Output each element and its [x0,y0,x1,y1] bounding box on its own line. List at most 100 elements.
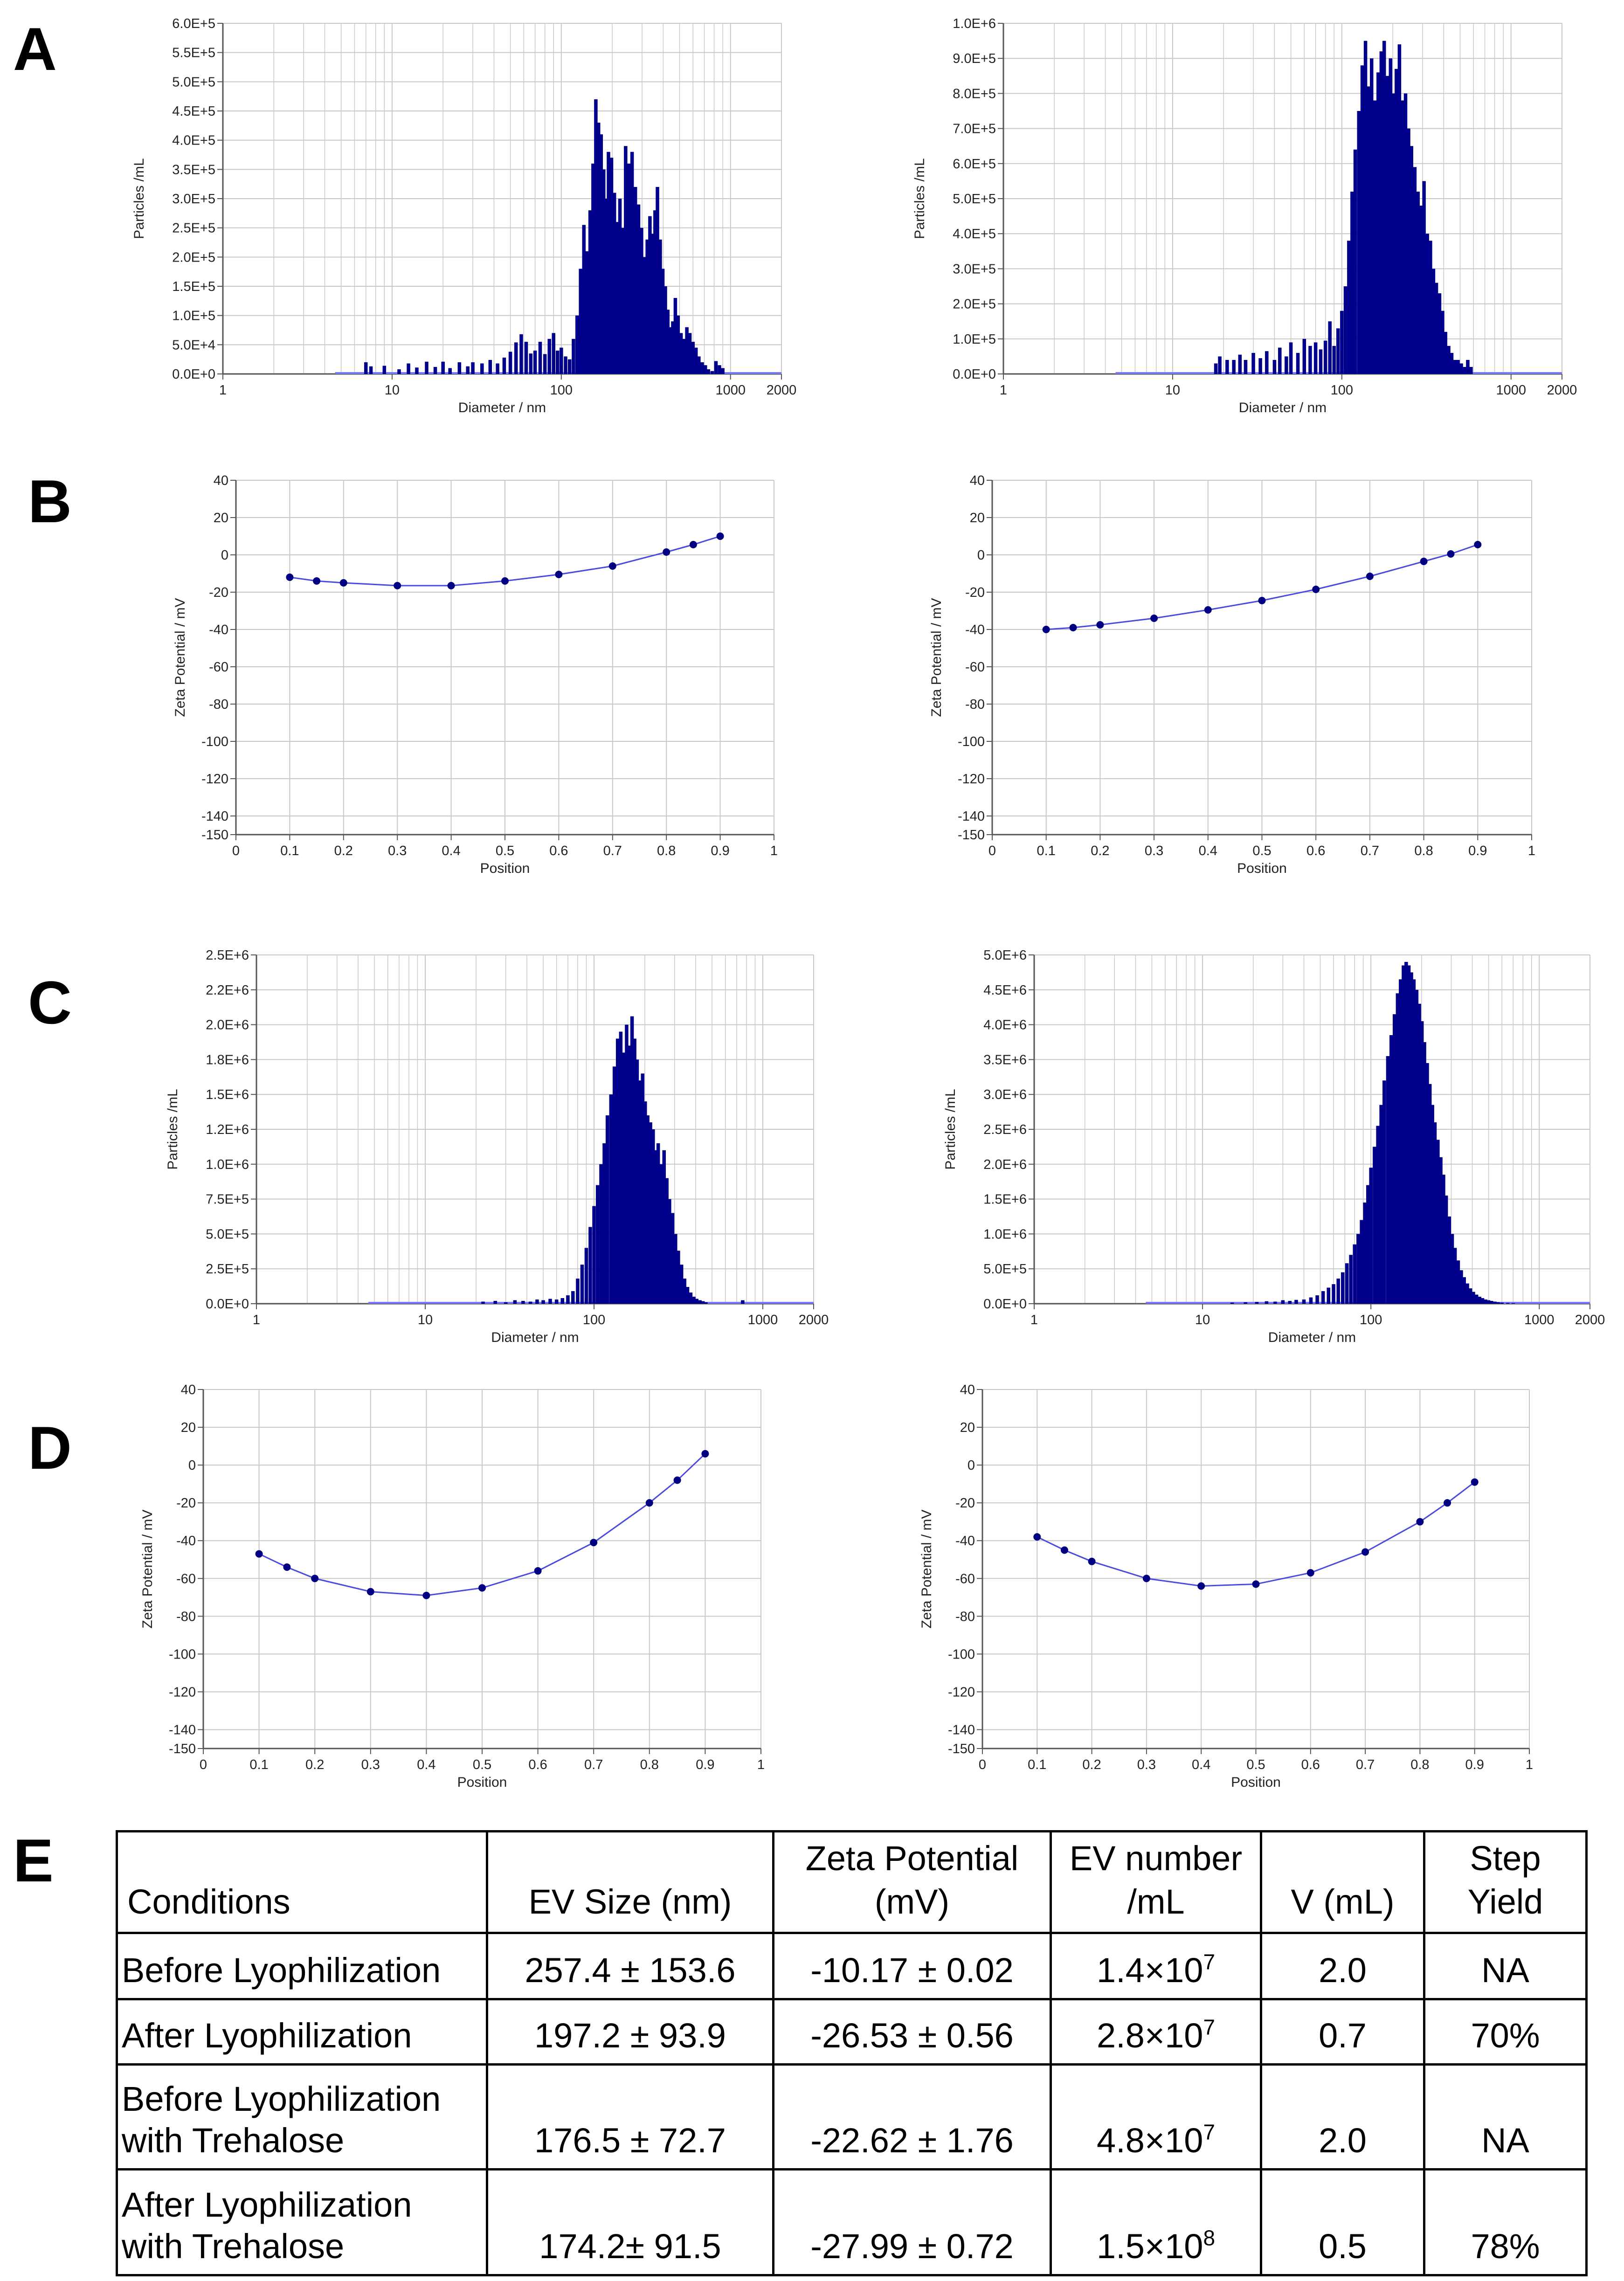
x-tick-label: 0.7 [603,843,622,858]
x-tick-label: 0.1 [1037,843,1056,858]
x-tick-label: 0.1 [1028,1757,1046,1772]
histogram-bar [1407,128,1410,374]
y-tick-label: 5.0E+5 [953,192,996,207]
histogram-bar [612,193,616,374]
histogram-bar [1373,100,1377,374]
histogram-bar [433,366,437,374]
x-tick-label: 2000 [799,1313,829,1327]
data-point [1197,1582,1205,1590]
histogram-bar [575,315,579,374]
x-tick-label: 0.5 [496,843,514,858]
data-point [1096,621,1104,629]
header-step-yield: Step Yield [1423,1830,1588,1934]
header-zeta-line2: (mV) [874,1882,950,1921]
histogram-bar [683,1279,687,1304]
y-tick-label: 1.8E+6 [206,1052,249,1067]
y-tick-label: 6.0E+5 [172,16,215,31]
y-tick-label: 8.0E+5 [953,86,996,101]
histogram-bar [1478,1297,1482,1304]
histogram-bar [493,1301,497,1304]
histogram-bar [1436,1140,1440,1304]
y-axis-label: Particles /mL [131,158,147,239]
header-zeta-line1: Zeta Potential [805,1839,1019,1878]
cell-volume: 0.5 [1260,2168,1425,2276]
y-tick-label: 20 [960,1420,975,1435]
histogram-bar [1389,1035,1393,1304]
data-point [1306,1569,1314,1577]
x-axis-label: Position [1237,861,1287,876]
y-tick-label: -140 [958,809,985,824]
histogram-bar [682,339,686,374]
histogram-bar [582,225,586,374]
histogram-bar [630,152,634,374]
histogram-bar [673,298,677,374]
histogram-bar [658,239,662,374]
histogram-bar [1319,349,1323,374]
x-tick-label: 0.2 [1082,1757,1101,1772]
histogram-bar [1429,241,1432,374]
histogram-bar [1308,346,1312,374]
ev-number-exponent: 8 [1203,2226,1215,2250]
histogram-bar [1456,1260,1460,1304]
data-point [1361,1548,1369,1556]
histogram-bar [571,1291,575,1304]
chart-b1: 40 20 0 -20 -40 -60 -80 -100 -120 -140 -150 0 0.1 0.2… [173,473,778,876]
histogram-bar [595,1185,600,1304]
data-point [689,541,697,548]
x-tick-label: 2000 [767,383,797,398]
y-tick-label: 1.0E+6 [983,1227,1027,1242]
y-tick-label: 2.5E+6 [206,948,249,963]
histogram-bar [706,369,711,374]
data-point [366,1588,374,1596]
histogram-bar [1431,269,1436,374]
histogram-bar [1474,1294,1479,1304]
histogram-bar [651,1129,655,1304]
histogram-bar [1313,342,1318,374]
data-point [1142,1575,1150,1583]
histogram-bar [1459,363,1463,374]
histogram-bar [640,228,643,374]
x-tick-label: 0.6 [549,843,568,858]
histogram-bar [635,1059,639,1304]
y-tick-label: -100 [958,734,985,749]
histogram-bar [1484,1299,1487,1304]
histogram-bar [1407,965,1411,1304]
condition-line1: Before Lyophilization [122,2080,441,2119]
histogram-bar [698,1300,702,1304]
histogram-bar [636,204,641,374]
histogram-bar [1376,1126,1380,1304]
ev-number-exponent: 7 [1203,2120,1215,2144]
cell-step-yield: 70% [1423,1998,1588,2066]
histogram-bar [1363,41,1368,374]
histogram-bar [602,1143,606,1304]
histogram-bar [1321,1291,1325,1304]
y-tick-label: -100 [169,1647,196,1662]
x-tick-label: 1 [253,1313,260,1327]
x-tick-label: 1 [1526,1757,1533,1772]
x-tick-label: 10 [1195,1313,1210,1327]
histogram-bar [695,1299,699,1304]
histogram-bar [692,1297,696,1304]
data-point [283,1563,291,1571]
histogram-bar [547,339,551,374]
cell-step-yield: NA [1423,2063,1588,2170]
histogram-bar [588,210,592,374]
histogram-bar [543,354,547,374]
ev-number-base: 1.4×10 [1097,1951,1203,1990]
histogram-bar [1367,86,1371,374]
histogram-bar [1469,366,1473,374]
x-axis-label: Diameter / nm [458,400,546,415]
histogram-bar [1288,1301,1292,1304]
histogram-bar [704,365,707,374]
histogram-bar [1433,1122,1437,1304]
x-tick-label: 0.9 [1468,843,1487,858]
x-axis-label: Position [457,1775,507,1790]
y-tick-label: -20 [209,585,228,600]
y-tick-label: -40 [965,622,985,637]
x-tick-label: 2000 [1547,383,1577,398]
header-zeta: Zeta Potential (mV) [772,1830,1052,1934]
histogram-bar [529,353,533,374]
y-tick-label: 2.5E+5 [206,1262,249,1277]
histogram-bar [704,1302,708,1304]
histogram-bar [1500,1302,1504,1304]
